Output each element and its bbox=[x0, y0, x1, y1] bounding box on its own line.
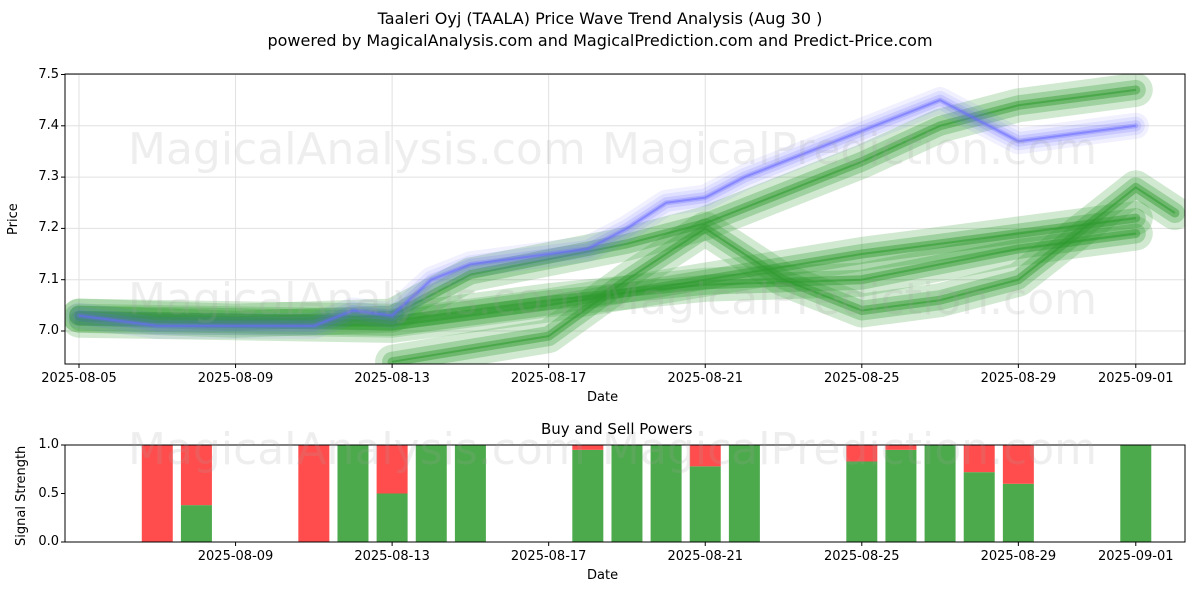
chart-title: Taaleri Oyj (TAALA) Price Wave Trend Ana… bbox=[377, 9, 823, 28]
price-x-tick-label: 2025-08-17 bbox=[510, 371, 587, 386]
power-x-tick-label: 2025-08-13 bbox=[354, 549, 430, 564]
price-y-tick-label: 7.2 bbox=[38, 220, 59, 236]
sell-bar bbox=[689, 445, 721, 467]
price-series-line-green bbox=[391, 186, 1176, 363]
power-y-tick-label: 0.0 bbox=[38, 534, 59, 549]
price-y-axis-label: Price bbox=[6, 203, 21, 235]
watermark-prediction-bottom: MagicalPrediction.com bbox=[602, 424, 1097, 475]
buy-bar bbox=[454, 445, 486, 542]
price-x-tick-label: 2025-08-05 bbox=[41, 371, 117, 386]
sell-bar bbox=[572, 445, 604, 450]
price-x-tick-label: 2025-08-09 bbox=[197, 371, 274, 386]
price-x-tick-label: 2025-08-13 bbox=[354, 371, 430, 386]
buy-bar bbox=[1120, 445, 1152, 542]
price-x-tick-label: 2025-08-21 bbox=[667, 371, 744, 386]
power-x-tick-label: 2025-08-09 bbox=[197, 549, 274, 564]
power-y-tick-label: 0.5 bbox=[38, 485, 59, 501]
watermark-analysis-bottom: MagicalAnalysis.com bbox=[128, 424, 586, 475]
sell-bar bbox=[298, 445, 330, 542]
sell-bar bbox=[141, 445, 173, 542]
power-x-tick-label: 2025-08-25 bbox=[824, 549, 900, 564]
buy-bar bbox=[337, 445, 369, 542]
buy-bar bbox=[415, 445, 447, 542]
price-x-tick-label: 2025-09-01 bbox=[1097, 371, 1174, 386]
watermark-analysis-mid: MagicalAnalysis.com bbox=[128, 274, 586, 325]
price-plot-area bbox=[65, 74, 1185, 364]
buy-bar bbox=[572, 449, 604, 542]
price-y-tick-label: 7.5 bbox=[38, 66, 59, 82]
price-x-tick-label: 2025-08-29 bbox=[980, 371, 1057, 386]
sell-bar bbox=[885, 445, 917, 450]
price-series-line-green bbox=[78, 88, 1136, 322]
buy-bar bbox=[689, 466, 721, 542]
power-x-tick-label: 2025-09-01 bbox=[1097, 549, 1174, 564]
price-y-tick-label: 7.3 bbox=[38, 169, 59, 185]
watermark-prediction-top: MagicalPrediction.com bbox=[602, 124, 1097, 175]
buy-bar bbox=[728, 445, 760, 542]
price-series-line-green bbox=[78, 232, 1136, 322]
chart-subtitle: powered by MagicalAnalysis.com and Magic… bbox=[267, 31, 933, 50]
buy-bar bbox=[846, 461, 878, 542]
watermark-analysis-top: MagicalAnalysis.com bbox=[128, 124, 586, 175]
watermark-prediction-mid: MagicalPrediction.com bbox=[602, 274, 1097, 325]
buy-bar bbox=[650, 445, 682, 542]
sell-bar bbox=[846, 445, 878, 462]
power-x-tick-label: 2025-08-21 bbox=[667, 549, 744, 564]
buy-bar bbox=[924, 445, 956, 542]
power-y-tick-label: 1.0 bbox=[38, 437, 59, 452]
price-y-tick-label: 7.0 bbox=[38, 323, 59, 338]
buy-bar bbox=[1002, 483, 1034, 542]
price-series-line-blue bbox=[78, 99, 1136, 327]
sell-bar bbox=[180, 445, 212, 506]
price-series-line-green bbox=[78, 217, 1136, 327]
buy-bar bbox=[180, 505, 212, 542]
power-chart-title: Buy and Sell Powers bbox=[541, 420, 693, 438]
buy-bar bbox=[611, 445, 643, 542]
sell-bar bbox=[963, 445, 995, 473]
price-x-tick-label: 2025-08-25 bbox=[824, 371, 900, 386]
price-x-axis-label: Date bbox=[587, 390, 619, 405]
buy-bar bbox=[376, 493, 408, 542]
power-x-tick-label: 2025-08-17 bbox=[510, 549, 587, 564]
buy-bar bbox=[963, 472, 995, 542]
power-y-axis-label: Signal Strength bbox=[14, 445, 29, 546]
price-y-tick-label: 7.1 bbox=[38, 271, 59, 287]
sell-bar bbox=[376, 445, 408, 494]
price-plot-frame bbox=[64, 73, 1186, 365]
sell-bar bbox=[1002, 445, 1034, 484]
buy-bar bbox=[885, 449, 917, 542]
power-x-tick-label: 2025-08-29 bbox=[980, 549, 1057, 564]
price-y-tick-label: 7.4 bbox=[38, 117, 59, 133]
power-x-axis-label: Date bbox=[587, 568, 619, 583]
